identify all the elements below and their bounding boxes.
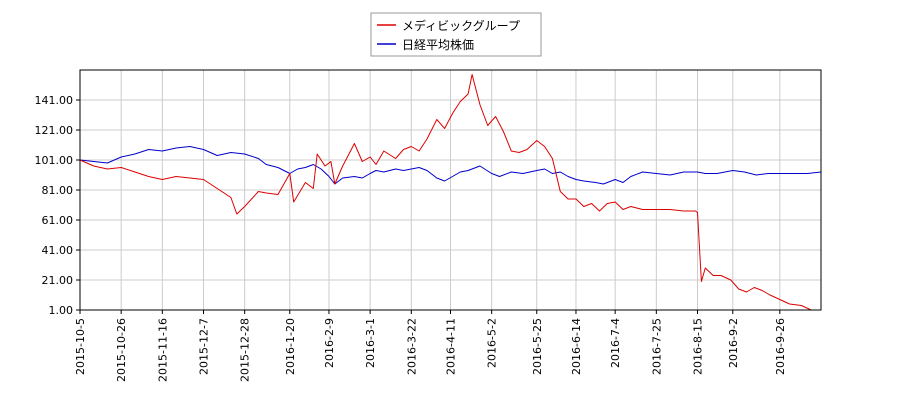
- x-tick-label: 2015-11-16: [156, 318, 169, 382]
- x-tick-label: 2016-1-20: [284, 318, 297, 375]
- x-tick-label: 2016-3-22: [405, 318, 418, 375]
- x-tick-label: 2015-10-5: [74, 318, 87, 375]
- x-tick-label: 2016-7-4: [609, 318, 622, 368]
- x-tick-label: 2016-3-1: [364, 318, 377, 368]
- x-tick-label: 2016-9-26: [774, 318, 787, 375]
- y-tick-label: 21.00: [42, 274, 74, 287]
- y-tick-label: 121.00: [35, 124, 74, 137]
- legend-box: [370, 12, 542, 57]
- y-axis: 1.00 21.00 41.00 61.00 81.00 101.00 121.00 141.…: [35, 94, 80, 317]
- x-tick-label: 2016-9-2: [727, 318, 740, 368]
- legend-label-nikkei: 日経平均株価: [402, 37, 474, 52]
- x-tick-label: 2015-12-7: [198, 318, 211, 375]
- y-tick-label: 41.00: [42, 244, 74, 257]
- series-line-medibic: [79, 74, 812, 311]
- x-axis: 2015-10-5 2015-10-26 2015-11-16 2015-12-7 20…: [74, 310, 787, 382]
- legend-label-medibic: メディビックグループ: [402, 18, 520, 33]
- x-tick-label: 2016-8-15: [692, 318, 705, 375]
- x-tick-label: 2015-12-28: [239, 318, 252, 382]
- x-tick-label: 2015-10-26: [115, 318, 128, 382]
- y-tick-label: 141.00: [35, 94, 74, 107]
- x-tick-label: 2016-2-9: [323, 318, 336, 368]
- series-line-nikkei: [79, 146, 822, 185]
- y-tick-label: 61.00: [42, 214, 74, 227]
- x-tick-label: 2016-5-25: [531, 318, 544, 375]
- y-tick-label: 81.00: [42, 184, 74, 197]
- series-layer: [79, 74, 822, 311]
- x-tick-label: 2016-6-14: [570, 318, 583, 375]
- x-tick-label: 2016-4-11: [445, 318, 458, 375]
- x-tick-label: 2016-5-2: [486, 318, 499, 368]
- legend: メディビックグループ 日経平均株価: [370, 12, 542, 57]
- y-tick-label: 101.00: [35, 154, 74, 167]
- y-tick-label: 1.00: [49, 304, 74, 317]
- grid: [79, 70, 821, 311]
- x-tick-label: 2016-7-25: [650, 318, 663, 375]
